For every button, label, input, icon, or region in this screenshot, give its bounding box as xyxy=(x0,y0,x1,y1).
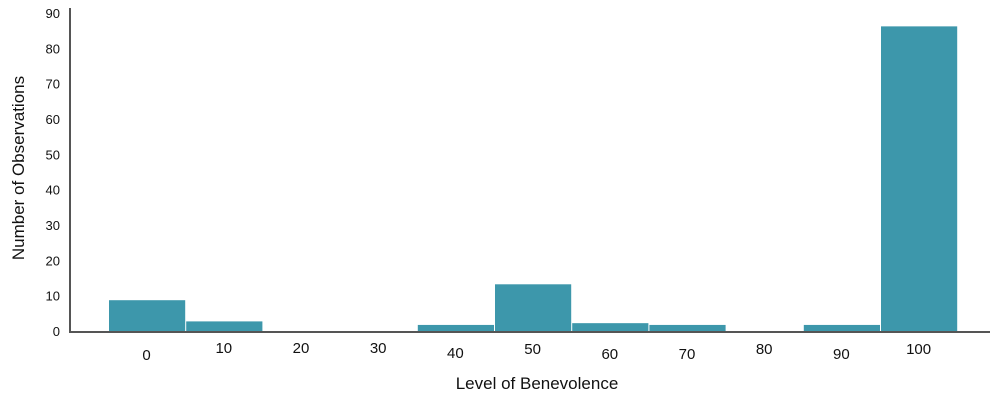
bar-50 xyxy=(495,284,572,332)
y-tick-label: 50 xyxy=(46,147,60,162)
x-tick-label: 40 xyxy=(447,345,464,362)
x-tick-label: 70 xyxy=(679,346,696,363)
y-tick-label: 30 xyxy=(46,218,60,233)
x-tick-label: 20 xyxy=(293,340,310,357)
y-tick-label: 0 xyxy=(53,324,60,339)
y-tick-label: 10 xyxy=(46,289,60,304)
x-tick-label: 60 xyxy=(601,346,618,363)
y-tick-label: 80 xyxy=(46,41,60,56)
bar-40 xyxy=(417,324,494,332)
bar-group xyxy=(109,26,958,332)
bar-70 xyxy=(649,324,726,332)
bar-0 xyxy=(109,300,186,332)
y-tick-label: 20 xyxy=(46,253,60,268)
y-tick-label: 60 xyxy=(46,112,60,127)
x-tick-label: 10 xyxy=(215,340,232,357)
x-tick-label: 90 xyxy=(833,346,850,363)
x-tick-label: 50 xyxy=(524,341,541,358)
bar-90 xyxy=(803,324,880,332)
y-tick-label: 70 xyxy=(46,77,60,92)
y-tick-label: 40 xyxy=(46,183,60,198)
bar-10 xyxy=(186,321,263,332)
x-axis-title: Level of Benevolence xyxy=(456,374,619,393)
x-tick-label: 30 xyxy=(370,340,387,357)
y-tick-label: 90 xyxy=(46,6,60,21)
bar-60 xyxy=(572,323,649,332)
x-tick-labels: 0 10 20 30 40 50 60 70 80 90 100 xyxy=(142,340,931,364)
x-tick-label: 0 xyxy=(142,347,150,364)
bar-100 xyxy=(881,26,958,332)
y-axis-title: Number of Observations xyxy=(9,76,28,260)
y-tick-labels: 0 10 20 30 40 50 60 70 80 90 xyxy=(46,6,60,339)
x-tick-label: 100 xyxy=(906,341,931,358)
x-tick-label: 80 xyxy=(756,341,773,358)
